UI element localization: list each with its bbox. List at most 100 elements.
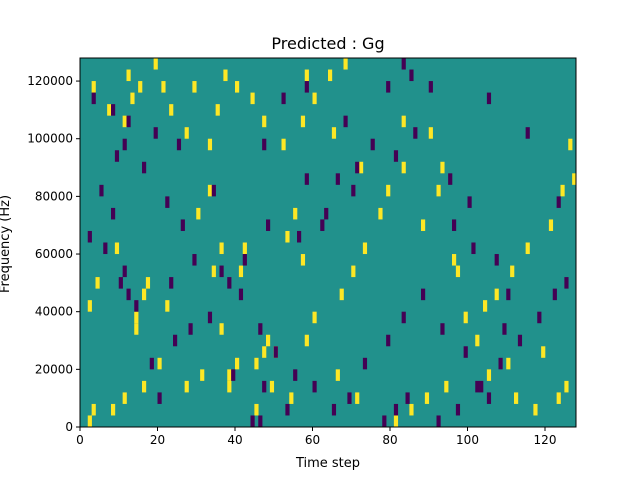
heatmap-cell-high [386,184,391,197]
heatmap-cell-high [161,81,166,93]
heatmap-cell-high [436,184,441,197]
heatmap-cell-low [126,115,131,128]
heatmap-cell-low [304,81,309,93]
heatmap-cell-high [91,403,96,416]
heatmap-cell-high [254,357,259,370]
x-tick-label: 80 [382,433,397,447]
heatmap-cell-high [153,58,158,70]
heatmap-cell-high [355,392,360,404]
x-axis-label: Time step [295,456,360,471]
heatmap-cell-low [157,392,162,404]
heatmap-cell-low [281,92,286,105]
heatmap-cell-high [215,104,220,116]
heatmap-cell-low [455,403,461,416]
heatmap-cell-low [192,254,197,266]
heatmap-cell-high [235,357,240,370]
y-tick-label: 120000 [27,74,73,88]
heatmap-cell-high [362,242,368,255]
heatmap-cell-high [335,369,340,381]
heatmap-cell-high [126,69,131,82]
heatmap-cell-low [227,277,232,289]
heatmap-cell-low [262,380,267,393]
heatmap-cell-high [525,242,530,255]
heatmap-cell-high [238,265,244,278]
heatmap-cell-low [293,369,298,381]
heatmap-cell-low [258,323,263,335]
heatmap-cell-high [475,334,480,347]
heatmap-cell-high [207,184,213,197]
heatmap-cell-high [111,403,116,416]
heatmap-cell-high [91,81,96,93]
heatmap-cell-high [568,138,573,151]
heatmap-cell-high [138,81,143,93]
heatmap-cell-high [506,357,511,370]
heatmap-cell-high [134,311,139,324]
heatmap-cell-high [401,115,406,128]
heatmap-cell-high [486,369,492,381]
heatmap-cell-high [328,69,333,82]
heatmap-cell-high [428,127,433,139]
heatmap-cell-high [343,58,348,70]
heatmap-cell-high [192,81,197,93]
heatmap-cell-high [300,254,306,266]
x-tick-label: 100 [456,433,479,447]
heatmap-cell-low [273,346,278,358]
heatmap-cell-low [382,415,387,427]
y-tick-label: 40000 [35,305,73,319]
heatmap-cell-high [331,127,337,139]
heatmap-cell-high [548,219,554,231]
heatmap-cell-high [184,380,189,393]
heatmap-cell-high [533,403,538,416]
heatmap-cell-high [556,392,561,404]
heatmap-cell-high [235,81,240,93]
y-tick-label: 100000 [27,132,73,146]
heatmap-cell-high [312,311,317,324]
heatmap-cell-low [413,127,418,139]
heatmap-cell-low [556,196,561,208]
heatmap-cell-low [304,173,309,185]
plot-area [79,57,577,428]
heatmap-cell-high [409,403,414,416]
heatmap-cell-low [242,254,247,266]
y-tick-label: 80000 [35,189,73,203]
heatmap-cell-low [103,242,108,255]
heatmap-cell-low [428,81,433,93]
heatmap-cell-low [386,334,391,347]
heatmap-cell-low [370,138,375,151]
heatmap-cell-low [153,127,158,139]
heatmap-cell-low [335,173,340,185]
heatmap-cell-low [343,115,348,128]
heatmap-cell-low [436,415,441,427]
heatmap-cell-low [393,150,399,162]
heatmap-cell-high [142,288,147,301]
heatmap-cell-high [169,104,174,116]
heatmap-cell-low [111,207,116,220]
heatmap-cell-high [262,115,267,128]
heatmap-cell-high [254,403,259,416]
heatmap-cell-low [297,230,302,243]
heatmap-cell-low [285,403,290,416]
heatmap-cell-high [134,323,139,335]
heatmap-cell-low [475,380,480,393]
heatmap-cell-high [165,300,170,312]
heatmap-cell-high [285,230,290,243]
heatmap-cell-high [514,392,519,404]
heatmap-cell-low [165,196,170,208]
heatmap-cell-high [300,115,306,128]
heatmap-cell-low [506,288,511,301]
heatmap-cell-low [440,323,445,335]
heatmap-cell-low [180,219,185,231]
heatmap-cell-low [351,184,356,197]
heatmap-cell-high [157,357,162,370]
heatmap-cell-high [95,277,100,289]
heatmap-cell-high [114,242,120,255]
x-axis: 0 20 40 60 80 100 120 [76,427,556,447]
heatmap-cell-high [87,415,92,427]
y-axis-label: Frequency (Hz) [0,195,13,293]
heatmap-cell-low [525,127,530,139]
heatmap-cell-low [421,288,426,301]
heatmap-cell-high [269,380,275,393]
heatmap-cell-low [467,196,472,208]
heatmap-cell-low [219,265,224,278]
